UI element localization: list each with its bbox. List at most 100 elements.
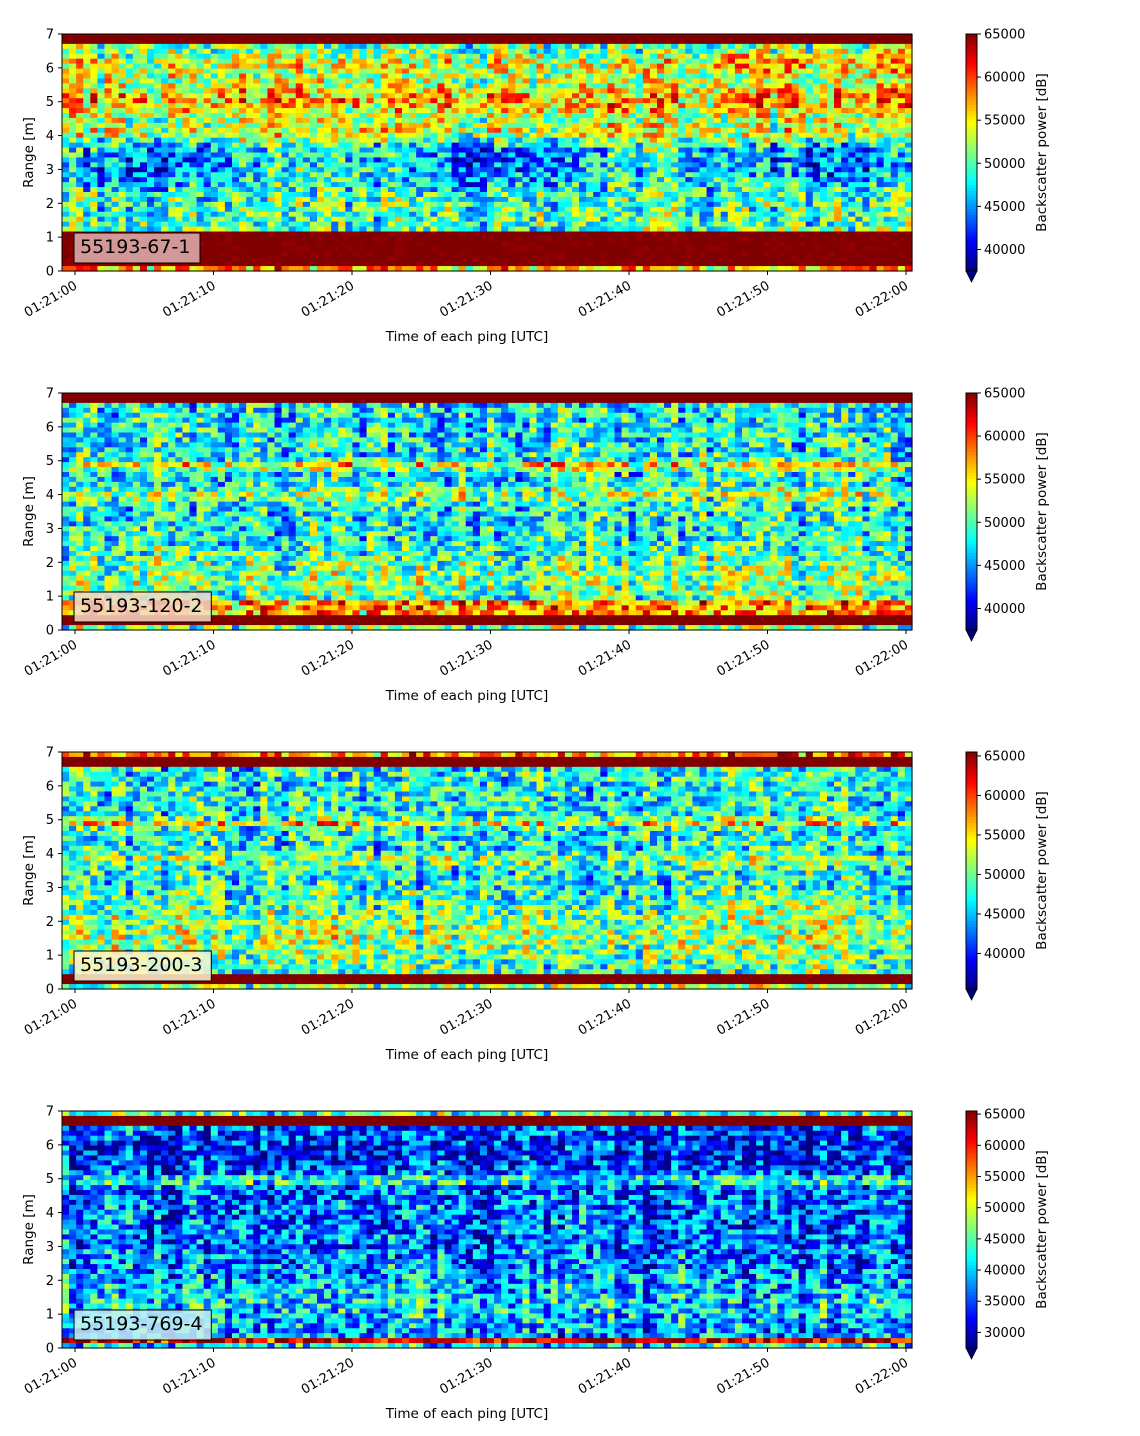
- heatmap-cell: [664, 202, 672, 208]
- heatmap-cell: [388, 44, 396, 50]
- heatmap-cell: [707, 236, 715, 242]
- heatmap-cell: [692, 212, 700, 218]
- heatmap-cell: [303, 88, 311, 94]
- heatmap-cell: [232, 251, 240, 257]
- heatmap-cell: [678, 93, 686, 99]
- heatmap-cell: [572, 172, 580, 178]
- heatmap-cell: [650, 162, 658, 168]
- heatmap-cell: [586, 153, 594, 159]
- heatmap-cell: [381, 59, 389, 65]
- heatmap-cell: [225, 192, 233, 198]
- heatmap-cell: [522, 54, 530, 60]
- heatmap-cell: [260, 74, 268, 80]
- heatmap-cell: [239, 212, 247, 218]
- heatmap-cell: [267, 49, 275, 55]
- heatmap-cell: [551, 128, 559, 134]
- heatmap-cell: [735, 143, 743, 149]
- heatmap-cell: [147, 34, 155, 40]
- heatmap-cell: [770, 83, 778, 89]
- heatmap-cell: [282, 34, 290, 40]
- heatmap-cell: [579, 227, 587, 233]
- heatmap-cell: [374, 217, 382, 223]
- heatmap-cell: [126, 118, 134, 124]
- heatmap-cell: [182, 128, 190, 134]
- heatmap-cell: [90, 227, 98, 233]
- heatmap-cell: [211, 64, 219, 70]
- heatmap-cell: [275, 246, 283, 252]
- heatmap-cell: [742, 74, 750, 80]
- heatmap-cell: [572, 256, 580, 262]
- heatmap-cell: [225, 34, 233, 40]
- heatmap-cell: [714, 182, 722, 188]
- heatmap-cell: [416, 93, 424, 99]
- heatmap-cell: [282, 128, 290, 134]
- heatmap-cell: [445, 34, 453, 40]
- heatmap-cell: [551, 256, 559, 262]
- heatmap-cell: [190, 182, 198, 188]
- heatmap-cell: [303, 108, 311, 114]
- heatmap-cell: [728, 133, 736, 139]
- heatmap-cell: [586, 39, 594, 45]
- heatmap-cell: [572, 59, 580, 65]
- heatmap-cell: [643, 251, 651, 257]
- heatmap-cell: [522, 123, 530, 129]
- heatmap-cell: [303, 246, 311, 252]
- heatmap-cell: [204, 207, 212, 213]
- heatmap-cell: [402, 187, 410, 193]
- heatmap-cell: [225, 187, 233, 193]
- heatmap-cell: [749, 113, 757, 119]
- heatmap-cell: [459, 143, 467, 149]
- heatmap-cell: [97, 162, 105, 168]
- heatmap-cell: [487, 261, 495, 267]
- heatmap-cell: [522, 261, 530, 267]
- heatmap-cell: [388, 236, 396, 242]
- heatmap-cell: [565, 167, 573, 173]
- heatmap-cell: [714, 157, 722, 163]
- heatmap-cell: [69, 118, 77, 124]
- heatmap-cell: [615, 113, 623, 119]
- heatmap-cell: [763, 44, 771, 50]
- heatmap-cell: [445, 118, 453, 124]
- heatmap-cell: [487, 118, 495, 124]
- heatmap-cell: [83, 162, 91, 168]
- heatmap-cell: [558, 143, 566, 149]
- heatmap-cell: [296, 64, 304, 70]
- heatmap-cell: [501, 157, 509, 163]
- heatmap-cell: [324, 54, 332, 60]
- heatmap-cell: [537, 44, 545, 50]
- heatmap-cell: [629, 78, 637, 84]
- heatmap-cell: [692, 108, 700, 114]
- heatmap-cell: [579, 246, 587, 252]
- heatmap-cell: [296, 78, 304, 84]
- heatmap-cell: [437, 44, 445, 50]
- heatmap-cell: [175, 118, 183, 124]
- heatmap-cell: [331, 172, 339, 178]
- heatmap-cell: [636, 128, 644, 134]
- heatmap-cell: [367, 212, 375, 218]
- heatmap-cell: [211, 98, 219, 104]
- heatmap-cell: [289, 74, 297, 80]
- heatmap-cell: [466, 128, 474, 134]
- heatmap-cell: [204, 177, 212, 183]
- heatmap-cell: [246, 108, 254, 114]
- heatmap-cell: [615, 54, 623, 60]
- heatmap-cell: [140, 162, 148, 168]
- heatmap-cell: [204, 64, 212, 70]
- heatmap-cell: [140, 207, 148, 213]
- heatmap-cell: [685, 153, 693, 159]
- heatmap-cell: [728, 157, 736, 163]
- heatmap-cell: [770, 177, 778, 183]
- heatmap-cell: [140, 182, 148, 188]
- heatmap-cell: [367, 261, 375, 267]
- heatmap-cell: [119, 167, 127, 173]
- heatmap-cell: [175, 202, 183, 208]
- heatmap-cell: [572, 197, 580, 203]
- heatmap-cell: [501, 182, 509, 188]
- heatmap-cell: [629, 162, 637, 168]
- heatmap-cell: [558, 83, 566, 89]
- heatmap-cell: [728, 261, 736, 267]
- heatmap-cell: [90, 212, 98, 218]
- heatmap-cell: [388, 78, 396, 84]
- heatmap-cell: [501, 128, 509, 134]
- heatmap-cell: [260, 172, 268, 178]
